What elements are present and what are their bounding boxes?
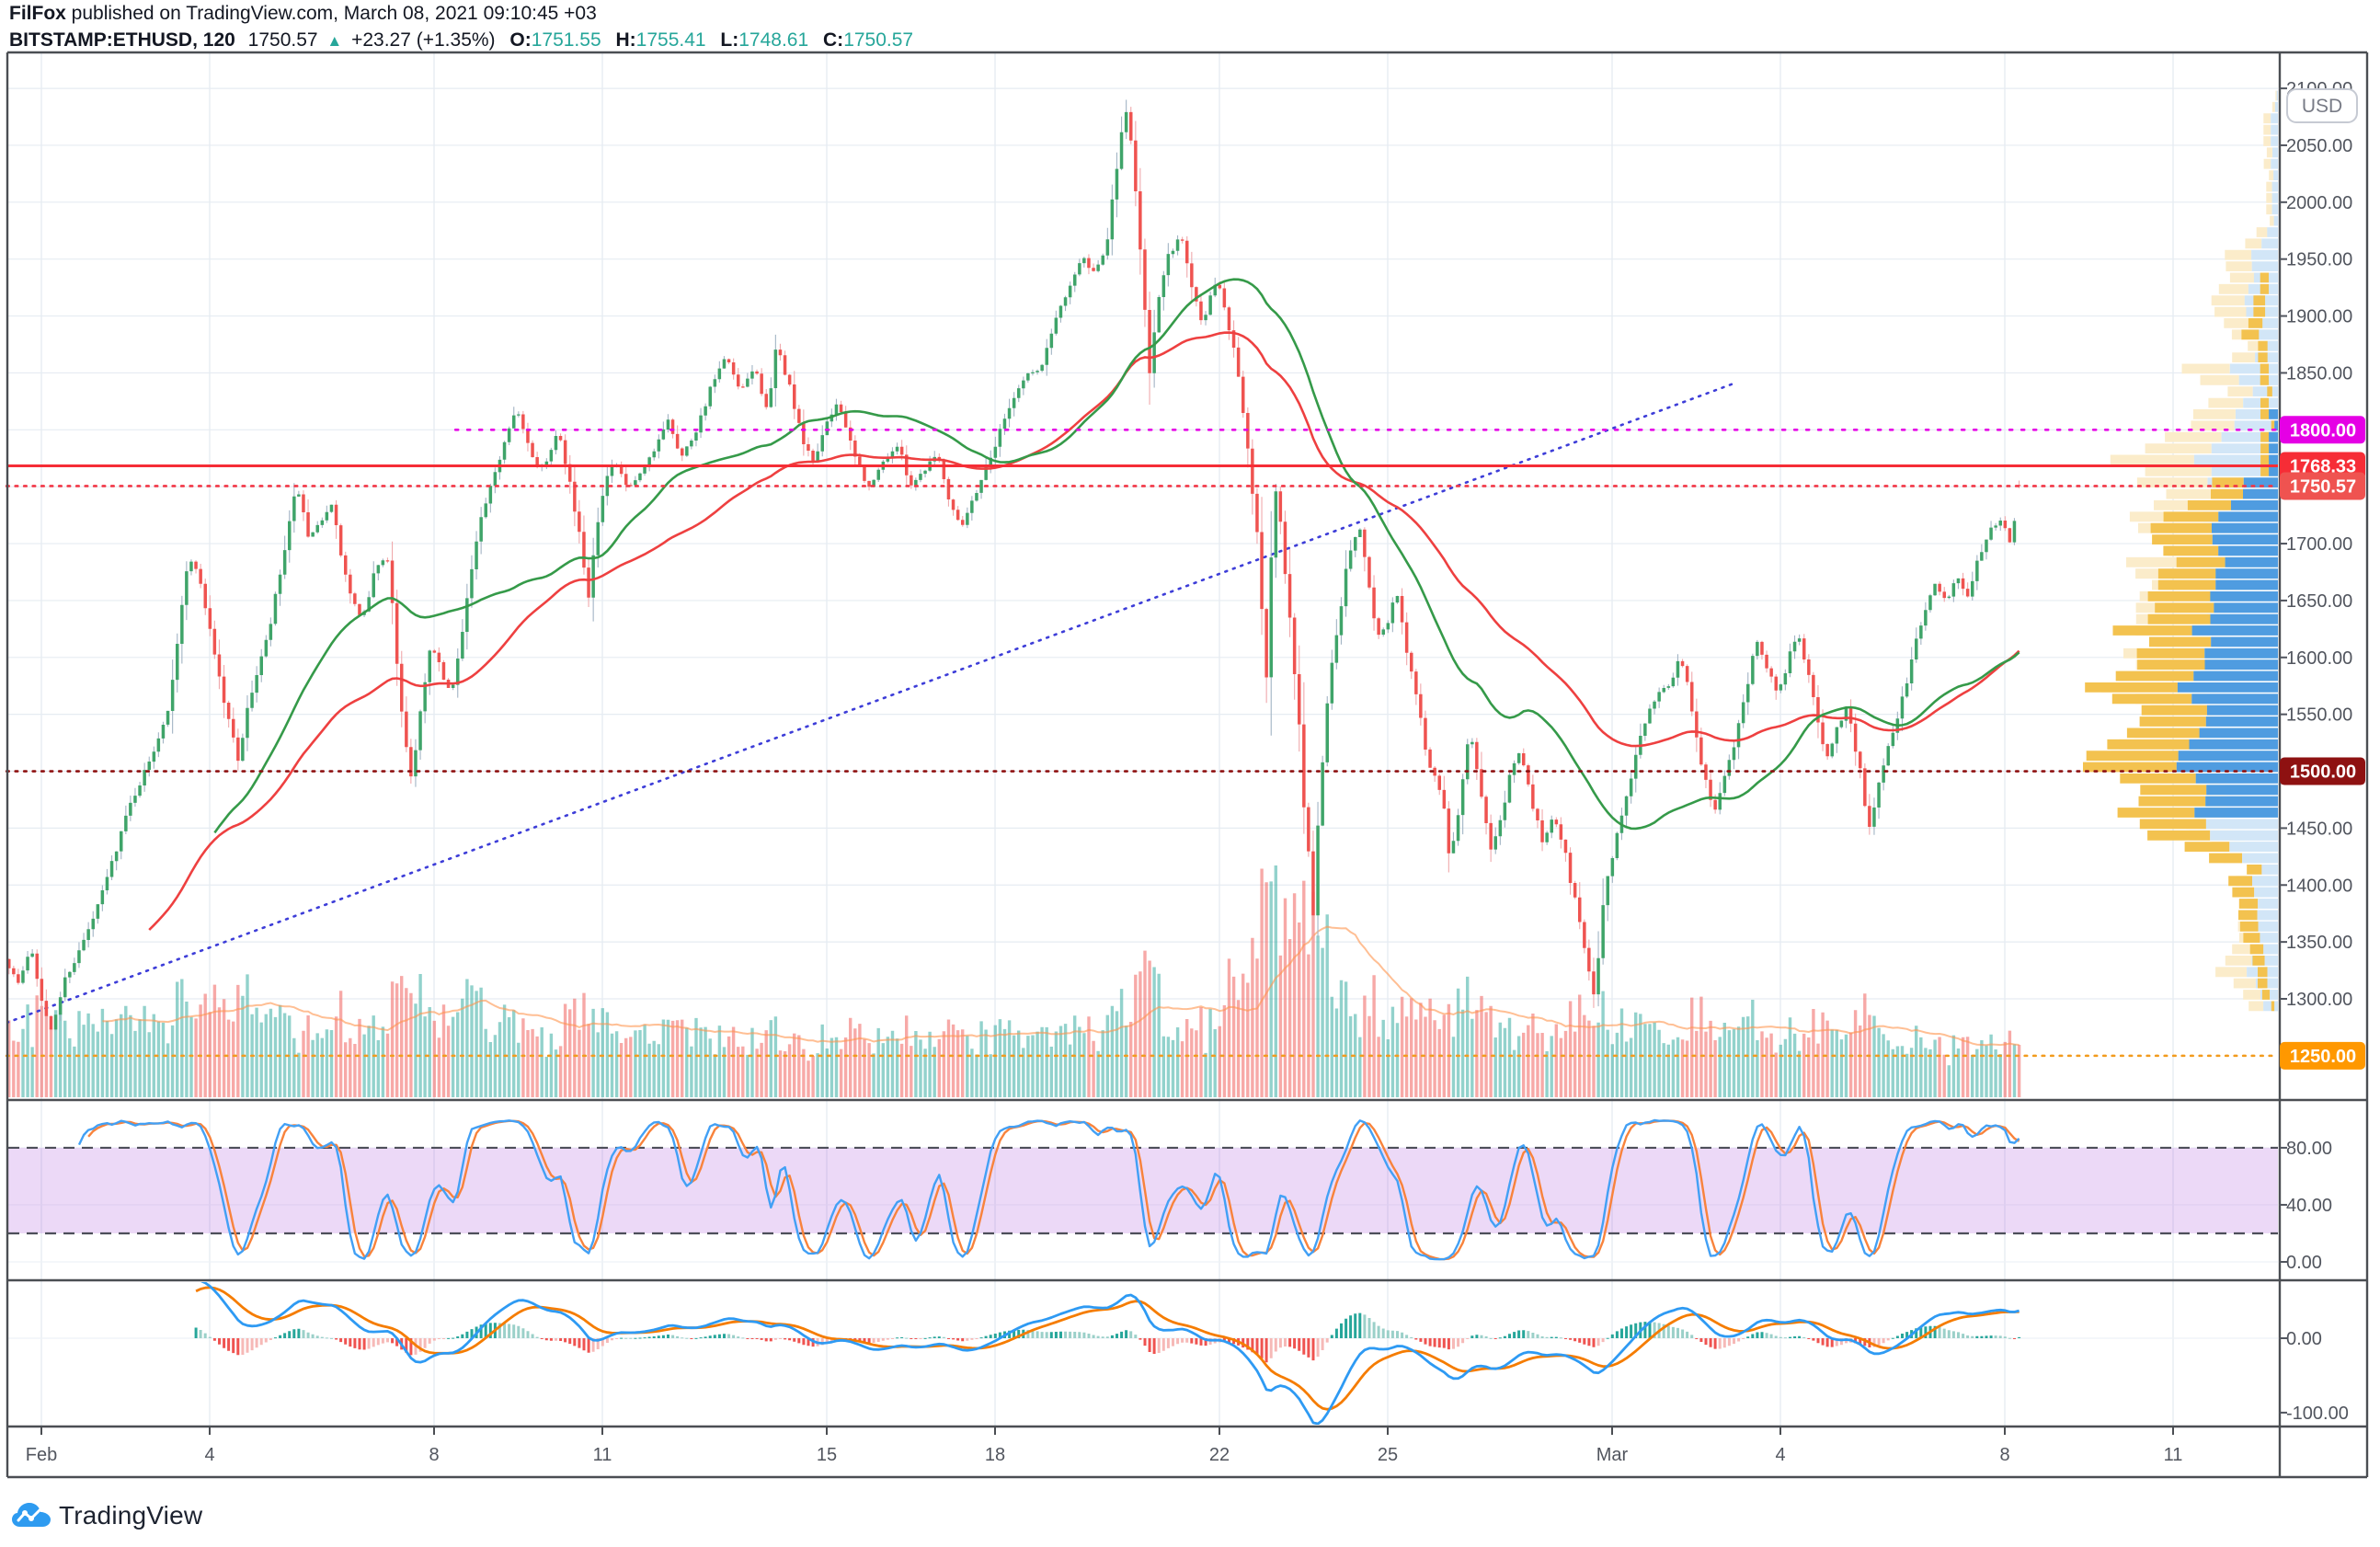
price-levels[interactable] — [5, 429, 2280, 1058]
volume-histogram — [8, 865, 2021, 1097]
last-price: 1750.57 — [247, 29, 318, 51]
svg-text:1850.00: 1850.00 — [2286, 363, 2352, 384]
svg-text:11: 11 — [593, 1445, 612, 1465]
svg-text:1900.00: 1900.00 — [2286, 307, 2352, 327]
svg-text:1350.00: 1350.00 — [2286, 933, 2352, 953]
svg-text:8: 8 — [1999, 1445, 2009, 1465]
price-badge-1800.00 — [2280, 416, 2365, 444]
svg-text:1800.00: 1800.00 — [2290, 420, 2356, 441]
vp-recent-bars — [2083, 272, 2275, 1012]
tradingview-cloud-icon — [12, 1503, 51, 1527]
svg-text:11: 11 — [2164, 1445, 2183, 1465]
price-axis[interactable]: 2100.002050.002000.001950.001900.001850.… — [2280, 79, 2365, 1424]
svg-text:Feb: Feb — [26, 1445, 57, 1465]
high-value: 1755.41 — [635, 29, 706, 51]
svg-text:1550.00: 1550.00 — [2286, 705, 2352, 726]
down-candles — [8, 111, 2021, 1030]
svg-text:1300.00: 1300.00 — [2286, 990, 2352, 1010]
stoch-k-line — [77, 1118, 2020, 1261]
price-change: +23.27 (+1.35%) — [351, 29, 496, 51]
macd-pane[interactable] — [8, 1280, 2278, 1425]
open-label: O: — [509, 29, 532, 51]
price-badge-1750.57 — [2280, 472, 2365, 500]
byline: FilFox published on TradingView.com, Mar… — [9, 2, 913, 26]
svg-text:4: 4 — [204, 1445, 214, 1465]
svg-text:18: 18 — [985, 1445, 1005, 1465]
svg-text:25: 25 — [1378, 1445, 1398, 1465]
trendline[interactable] — [6, 383, 1734, 1024]
currency-badge[interactable]: USD — [2286, 88, 2358, 123]
close-value: 1750.57 — [843, 29, 914, 51]
tradingview-logo[interactable]: TradingView — [11, 1501, 202, 1530]
ma-slow-line — [148, 331, 2020, 931]
svg-text:40.00: 40.00 — [2286, 1196, 2332, 1216]
svg-text:1600.00: 1600.00 — [2286, 648, 2352, 669]
logo-text: TradingView — [59, 1501, 203, 1530]
moving-averages — [148, 278, 2020, 931]
svg-text:1450.00: 1450.00 — [2286, 819, 2352, 839]
svg-text:2050.00: 2050.00 — [2286, 136, 2352, 156]
svg-text:8: 8 — [429, 1445, 439, 1465]
volume-profile — [2083, 90, 2278, 1012]
svg-text:1950.00: 1950.00 — [2286, 250, 2352, 270]
svg-text:15: 15 — [817, 1445, 837, 1465]
open-value: 1751.55 — [531, 29, 601, 51]
up-triangle-icon: ▲ — [326, 32, 343, 50]
symbol-legend: BITSTAMP:ETHUSD, 120 1750.57 ▲ +23.27 (+… — [9, 29, 913, 53]
svg-text:Mar: Mar — [1596, 1445, 1629, 1465]
macd-histogram — [194, 1312, 2021, 1339]
low-label: L: — [720, 29, 739, 51]
byline-text: published on TradingView.com, March 08, … — [65, 3, 597, 24]
stochastic-pane[interactable] — [8, 1118, 2278, 1261]
svg-text:1650.00: 1650.00 — [2286, 591, 2352, 612]
price-badge-1250.00 — [2280, 1041, 2365, 1070]
ma-fast-line — [213, 278, 2020, 834]
high-label: H: — [615, 29, 636, 51]
support-trendline — [8, 383, 1734, 1024]
up-candles — [21, 111, 2017, 1030]
svg-text:2000.00: 2000.00 — [2286, 193, 2352, 213]
svg-text:1250.00: 1250.00 — [2290, 1047, 2356, 1067]
svg-text:1750.57: 1750.57 — [2290, 476, 2356, 497]
svg-text:1500.00: 1500.00 — [2290, 762, 2356, 783]
low-value: 1748.61 — [738, 29, 809, 51]
time-axis[interactable]: Feb 4 8 11 15 18 22 25 Mar 4 8 11 — [26, 1427, 2183, 1465]
price-badge-1500.00 — [2280, 757, 2365, 785]
panel-borders — [6, 51, 2369, 1479]
symbol-title: BITSTAMP:ETHUSD, 120 — [9, 29, 235, 51]
macd-line — [200, 1282, 2020, 1425]
stoch-d-line — [87, 1119, 2020, 1261]
macd-signal-line — [195, 1286, 2020, 1411]
svg-text:22: 22 — [1209, 1445, 1230, 1465]
svg-text:0.00: 0.00 — [2286, 1329, 2322, 1349]
svg-text:1400.00: 1400.00 — [2286, 876, 2352, 896]
svg-text:1700.00: 1700.00 — [2286, 534, 2352, 555]
svg-text:80.00: 80.00 — [2286, 1139, 2332, 1159]
chart-header: FilFox published on TradingView.com, Mar… — [9, 2, 913, 53]
svg-text:USD: USD — [2302, 96, 2342, 117]
svg-text:4: 4 — [1775, 1445, 1785, 1465]
svg-text:1768.33: 1768.33 — [2290, 456, 2356, 476]
svg-text:0.00: 0.00 — [2286, 1253, 2322, 1273]
candles — [8, 99, 2021, 1032]
volume-ma-line — [102, 925, 2020, 1047]
close-label: C: — [823, 29, 844, 51]
author-name: FilFox — [9, 3, 66, 24]
svg-text:-100.00: -100.00 — [2286, 1404, 2349, 1424]
